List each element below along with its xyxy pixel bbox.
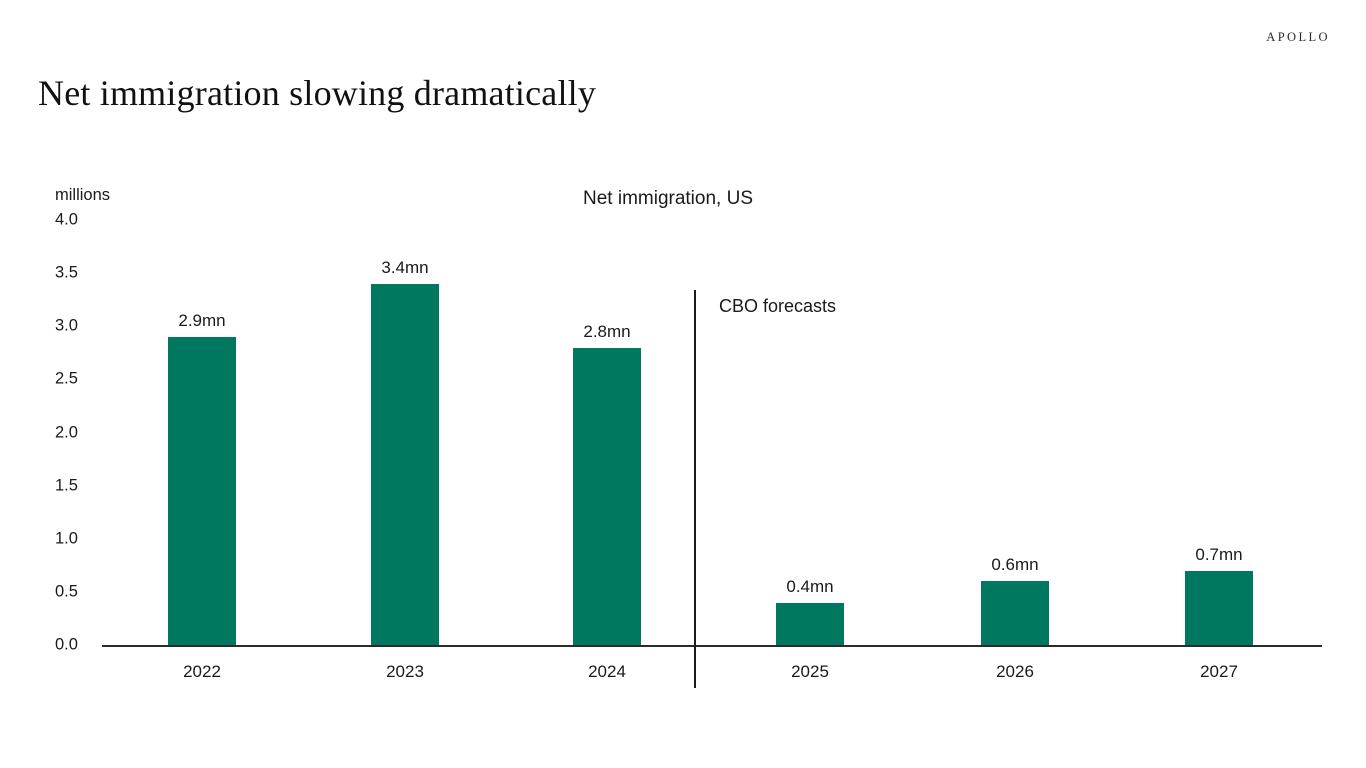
x-axis-tick-label-2026: 2026 [996, 662, 1034, 681]
apollo-logo: APOLLO [1266, 30, 1330, 44]
forecast-divider-line [694, 290, 696, 688]
y-axis-tick-label: 2.0 [55, 423, 78, 441]
y-axis-tick-label: 3.5 [55, 263, 78, 282]
bar-value-label-2027: 0.7mn [1195, 544, 1243, 564]
bar-value-label-2024: 2.8mn [583, 321, 631, 341]
bar-value-label-2025: 0.4mn [786, 576, 834, 596]
x-axis-tick-label-2024: 2024 [588, 662, 626, 681]
y-axis-tick-label: 0.0 [55, 635, 78, 654]
bar-value-label-2026: 0.6mn [991, 555, 1039, 575]
x-axis-tick-label-2025: 2025 [791, 662, 829, 681]
y-axis-tick-label: 1.0 [55, 529, 78, 548]
y-axis-tick-label: 1.5 [55, 476, 78, 495]
bar-value-label-2022: 2.9mn [178, 310, 226, 330]
y-axis-unit-label: millions [55, 186, 111, 204]
bar-value-label-2023: 3.4mn [381, 257, 429, 277]
y-axis-tick-label: 4.0 [55, 210, 78, 229]
chart-title: Net immigration, US [583, 188, 753, 209]
y-axis-tick-label: 0.5 [55, 582, 78, 601]
bar-2027 [1185, 570, 1253, 645]
x-axis-tick-label-2023: 2023 [386, 662, 424, 681]
bar-2024 [573, 347, 641, 645]
bar-2023 [371, 283, 439, 645]
forecast-annotation-label: CBO forecasts [719, 296, 837, 316]
x-axis-tick-label-2027: 2027 [1200, 662, 1238, 681]
x-axis-tick-label-2022: 2022 [183, 662, 221, 681]
bar-2026 [981, 581, 1049, 645]
x-axis-line [102, 645, 1322, 647]
bar-2022 [168, 336, 236, 645]
page-title: Net immigration slowing dramatically [38, 73, 597, 114]
y-axis-tick-label: 3.0 [55, 316, 78, 335]
y-axis-tick-label: 2.5 [55, 369, 78, 388]
bar-2025 [776, 602, 844, 645]
